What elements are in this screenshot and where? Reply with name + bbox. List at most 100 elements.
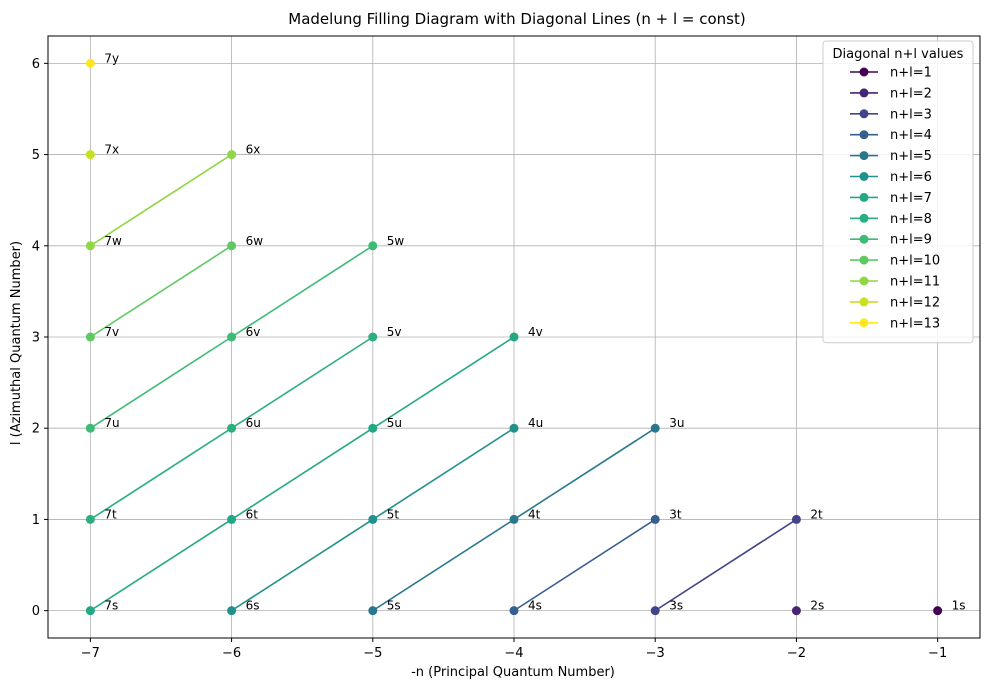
data-point-2s <box>791 606 801 616</box>
x-tick-label: −3 <box>646 646 665 661</box>
legend-marker-4 <box>859 130 869 140</box>
x-tick-label: −5 <box>363 646 382 661</box>
y-tick-label: 4 <box>32 239 40 254</box>
x-tick-label: −2 <box>787 646 806 661</box>
y-tick-label: 0 <box>32 604 40 619</box>
data-point-7y <box>85 58 95 68</box>
point-label-2t: 2t <box>810 507 823 521</box>
legend-marker-9 <box>859 234 869 244</box>
legend-entry-7: n+l=7 <box>890 191 932 206</box>
series-line-7 <box>89 336 515 612</box>
point-label-4t: 4t <box>528 507 541 521</box>
data-point-4t <box>509 514 519 524</box>
y-tick-label: 1 <box>32 513 40 528</box>
y-tick-label: 2 <box>32 422 40 437</box>
point-label-6w: 6w <box>246 234 264 248</box>
point-label-3s: 3s <box>669 599 683 613</box>
data-point-6u <box>227 423 237 433</box>
data-point-3t <box>650 514 660 524</box>
legend-marker-7 <box>859 192 869 202</box>
legend: Diagonal n+l values n+l=1 n+l=2 n+l=3 n+l=4 n… <box>822 40 974 344</box>
point-label-6x: 6x <box>246 143 261 157</box>
point-label-4v: 4v <box>528 325 543 339</box>
legend-marker-10 <box>859 255 869 265</box>
y-axis-label: l (Azimuthal Quantum Number) <box>9 241 24 445</box>
legend-entry-1: n+l=1 <box>890 66 932 81</box>
legend-marker-6 <box>859 172 869 181</box>
data-point-4u <box>509 423 519 433</box>
legend-entry-10: n+l=10 <box>890 254 940 269</box>
data-point-5v <box>368 332 378 342</box>
point-label-3u: 3u <box>669 416 684 430</box>
x-axis-label: -n (Principal Quantum Number) <box>411 665 615 680</box>
point-label-7v: 7v <box>104 325 119 339</box>
legend-title: Diagonal n+l values <box>833 47 964 62</box>
data-point-2t <box>791 514 801 524</box>
y-axis-ticks: 0 1 2 3 4 5 6 <box>32 57 48 619</box>
point-label-6v: 6v <box>246 325 261 339</box>
data-point-3u <box>650 423 660 433</box>
data-point-4v <box>509 332 519 342</box>
point-label-5v: 5v <box>387 325 402 339</box>
data-point-6v <box>227 332 237 342</box>
point-label-7x: 7x <box>104 143 119 157</box>
point-label-6t: 6t <box>246 507 259 521</box>
point-label-6u: 6u <box>246 416 261 430</box>
data-point-7x <box>85 150 95 160</box>
chart-title: Madelung Filling Diagram with Diagonal L… <box>288 10 745 28</box>
data-point-7v <box>85 332 95 342</box>
data-point-5t <box>368 514 378 524</box>
data-points <box>85 58 943 616</box>
legend-entry-6: n+l=6 <box>890 170 932 185</box>
legend-entry-11: n+l=11 <box>890 275 940 290</box>
point-label-1s: 1s <box>952 599 966 613</box>
series-line-3 <box>654 518 797 612</box>
x-tick-label: −4 <box>504 646 523 661</box>
point-label-5s: 5s <box>387 599 401 613</box>
legend-marker-12 <box>859 297 869 307</box>
data-point-1s <box>933 606 943 616</box>
series-line-10 <box>89 245 233 338</box>
legend-marker-11 <box>859 276 869 286</box>
legend-entry-12: n+l=12 <box>890 295 940 310</box>
legend-entry-4: n+l=4 <box>890 128 932 143</box>
point-label-6s: 6s <box>246 599 260 613</box>
point-label-7t: 7t <box>104 507 117 521</box>
point-label-7s: 7s <box>104 599 118 613</box>
y-tick-label: 5 <box>32 148 40 163</box>
point-labels: 1s 2s 3s 2t 4s 3t 5s 4t 3u 6s 5t 4u 7s 6t 5u 4v 7t 6u 5v 7u… <box>104 51 965 612</box>
x-tick-label: −1 <box>928 646 947 661</box>
legend-marker-2 <box>859 88 869 98</box>
data-point-6w <box>227 241 237 251</box>
data-point-6x <box>227 150 237 160</box>
legend-entry-5: n+l=5 <box>890 149 932 164</box>
data-point-6s <box>227 606 237 616</box>
legend-marker-5 <box>859 151 869 161</box>
data-point-7t <box>85 514 95 524</box>
legend-entry-13: n+l=13 <box>890 316 940 331</box>
point-label-3t: 3t <box>669 507 682 521</box>
data-point-5u <box>368 423 378 433</box>
legend-entry-8: n+l=8 <box>890 212 932 227</box>
legend-marker-3 <box>859 109 869 119</box>
x-tick-label: −6 <box>222 646 241 661</box>
point-label-4s: 4s <box>528 599 542 613</box>
series-line-4 <box>513 518 656 612</box>
y-tick-label: 3 <box>32 331 40 346</box>
legend-entry-9: n+l=9 <box>890 233 932 248</box>
point-label-4u: 4u <box>528 416 543 430</box>
data-point-7w <box>85 241 95 251</box>
data-point-3s <box>650 606 660 616</box>
point-label-5t: 5t <box>387 507 400 521</box>
point-label-2s: 2s <box>810 599 824 613</box>
point-label-7y: 7y <box>104 51 119 65</box>
data-point-5w <box>368 241 378 251</box>
point-label-7u: 7u <box>104 416 119 430</box>
y-tick-label: 6 <box>32 57 40 72</box>
legend-marker-13 <box>859 318 869 328</box>
point-label-5w: 5w <box>387 234 405 248</box>
legend-entry-2: n+l=2 <box>890 86 932 101</box>
legend-marker-8 <box>859 213 869 223</box>
legend-marker-1 <box>859 67 869 77</box>
